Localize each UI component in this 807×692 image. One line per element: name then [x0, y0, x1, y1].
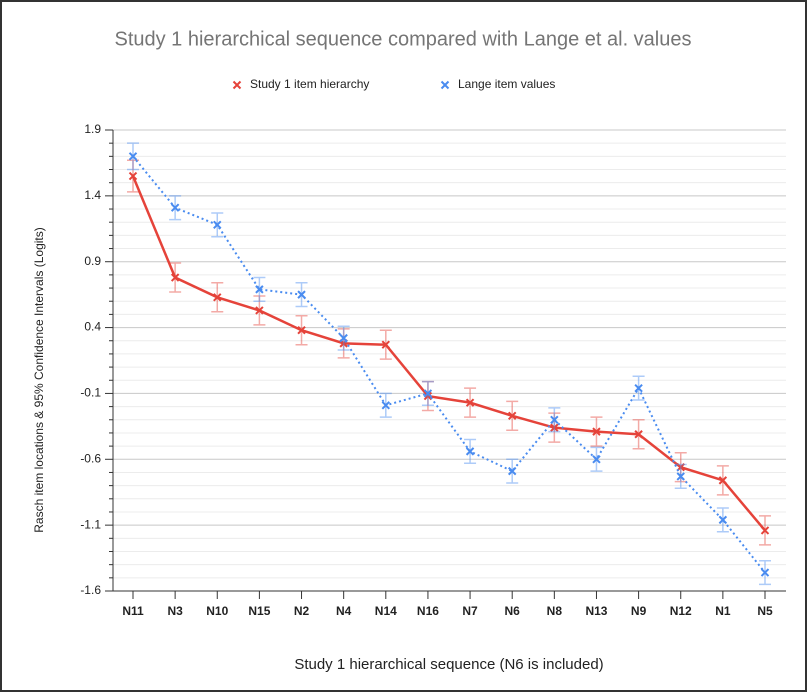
marker — [550, 423, 559, 432]
y-tick-label: -0.1 — [80, 386, 101, 400]
marker — [634, 383, 643, 393]
y-tick-label: 1.4 — [84, 188, 101, 202]
series-line — [132, 155, 766, 574]
x-tick-label: N2 — [294, 604, 310, 618]
y-tick-label: -1.6 — [80, 583, 101, 597]
marker — [676, 472, 685, 481]
series-line — [131, 175, 766, 532]
marker — [550, 415, 559, 424]
x-tick-label: N5 — [757, 604, 773, 618]
marker — [507, 466, 517, 476]
y-axis-title: Rasch item locations & 95% Confidence In… — [32, 227, 46, 532]
marker — [718, 476, 728, 485]
x-tick-label: N11 — [122, 604, 144, 618]
marker — [128, 152, 138, 161]
marker — [465, 398, 475, 407]
marker — [760, 526, 770, 535]
y-tick-label: 0.4 — [84, 320, 101, 334]
marker — [255, 285, 264, 294]
marker — [381, 340, 391, 349]
marker — [718, 515, 728, 525]
marker — [465, 447, 475, 456]
marker — [232, 80, 242, 90]
marker — [170, 203, 180, 212]
marker — [760, 568, 770, 577]
x-tick-label: N7 — [462, 604, 478, 618]
marker — [423, 391, 433, 401]
marker — [213, 293, 222, 302]
x-tick-label: N12 — [670, 604, 692, 618]
marker — [507, 411, 517, 421]
marker — [170, 273, 180, 282]
marker — [213, 220, 222, 230]
x-tick-label: N8 — [547, 604, 563, 618]
x-tick-label: N14 — [375, 604, 397, 618]
marker — [297, 325, 306, 335]
marker — [592, 455, 601, 464]
x-tick-label: N16 — [417, 604, 439, 618]
x-tick-label: N1 — [715, 604, 731, 618]
y-tick-label: 0.9 — [84, 254, 101, 268]
x-axis-title: Study 1 hierarchical sequence (N6 is inc… — [294, 656, 603, 673]
legend-label: Study 1 item hierarchy — [250, 77, 369, 91]
y-tick-label: 1.9 — [84, 122, 101, 136]
marker — [255, 306, 264, 315]
marker — [634, 430, 643, 439]
marker — [297, 290, 306, 299]
x-tick-label: N9 — [631, 604, 647, 618]
marker — [381, 401, 391, 410]
x-tick-label: N13 — [585, 604, 607, 618]
marker — [339, 333, 348, 343]
marker — [440, 80, 450, 90]
x-tick-label: N6 — [505, 604, 521, 618]
legend-label: Lange item values — [458, 77, 555, 91]
x-tick-label: N15 — [248, 604, 270, 618]
marker — [592, 427, 601, 436]
x-tick-label: N10 — [206, 604, 228, 618]
y-tick-label: -0.6 — [80, 451, 101, 465]
marker — [128, 171, 138, 181]
chart-title: Study 1 hierarchical sequence compared w… — [114, 28, 691, 50]
x-tick-label: N4 — [336, 604, 352, 618]
x-tick-label: N3 — [167, 604, 183, 618]
y-tick-label: -1.1 — [80, 517, 101, 531]
marker — [423, 389, 433, 398]
